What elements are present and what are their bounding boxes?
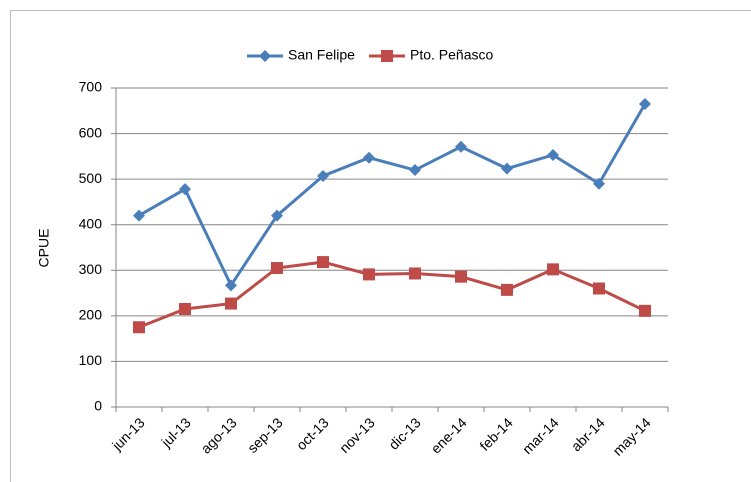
chart-border (10, 10, 751, 482)
legend-label: Pto. Peñasco (410, 47, 493, 63)
y-tick-label: 400 (79, 215, 103, 231)
data-point (179, 183, 191, 196)
data-point (455, 140, 467, 153)
series-line (138, 260, 646, 329)
y-tick-label: 500 (79, 170, 103, 186)
data-point (179, 303, 191, 316)
data-point (409, 164, 421, 177)
data-point (225, 279, 237, 292)
y-tick-label: 100 (79, 352, 103, 368)
data-point (593, 177, 605, 190)
data-point (317, 169, 329, 182)
data-point (271, 209, 283, 222)
series-line (138, 103, 647, 289)
data-point (501, 162, 513, 175)
data-point (501, 283, 513, 296)
y-axis-label: CPUE (36, 229, 52, 268)
data-point (271, 262, 283, 275)
y-tick-label: 0 (94, 398, 102, 414)
legend-marker (259, 50, 271, 62)
data-point (317, 256, 329, 269)
data-point (133, 209, 145, 222)
data-point (547, 148, 559, 161)
data-point (225, 297, 237, 310)
data-point (363, 268, 375, 281)
y-tick-label: 300 (79, 261, 103, 277)
data-point (547, 263, 559, 276)
data-point (133, 321, 145, 334)
legend-label: San Felipe (288, 47, 355, 63)
y-tick-label: 600 (79, 124, 103, 140)
data-point (455, 270, 467, 283)
data-point (639, 97, 651, 110)
legend-marker (381, 50, 393, 62)
data-point (593, 282, 605, 295)
data-point (409, 267, 421, 280)
y-tick-label: 700 (79, 79, 103, 95)
y-tick-label: 200 (79, 307, 103, 323)
data-point (363, 151, 375, 164)
data-point (639, 304, 651, 317)
